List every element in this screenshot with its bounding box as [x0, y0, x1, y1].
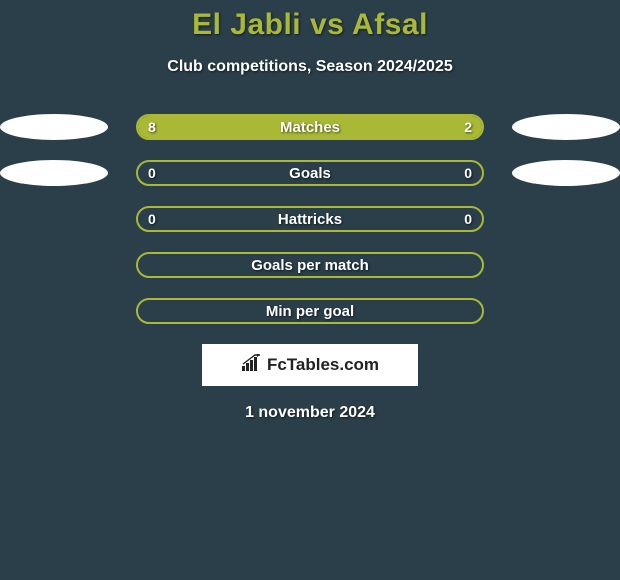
page-title: El Jabli vs Afsal: [0, 8, 620, 42]
brand-text: FcTables.com: [267, 355, 379, 375]
brand-chart-icon: [241, 354, 263, 377]
spacer: [0, 206, 108, 232]
stat-row: Min per goal: [0, 298, 620, 324]
player-right-marker: [512, 160, 620, 186]
stat-bar: 00Goals: [136, 160, 484, 186]
stat-row: 00Goals: [0, 160, 620, 186]
stat-label: Hattricks: [138, 208, 482, 230]
player-left-marker: [0, 160, 108, 186]
spacer: [0, 298, 108, 324]
stat-row: 82Matches: [0, 114, 620, 140]
comparison-card: El Jabli vs Afsal Club competitions, Sea…: [0, 0, 620, 422]
subtitle: Club competitions, Season 2024/2025: [0, 58, 620, 76]
stat-label: Goals: [138, 162, 482, 184]
spacer: [0, 252, 108, 278]
stat-rows: 82Matches 00Goals 00Hattricks Goals per mat…: [0, 114, 620, 324]
player-left-marker: [0, 114, 108, 140]
brand-badge: FcTables.com: [202, 344, 418, 386]
stat-bar: 82Matches: [136, 114, 484, 140]
stat-row: 00Hattricks: [0, 206, 620, 232]
spacer: [512, 206, 620, 232]
date-label: 1 november 2024: [0, 404, 620, 422]
stat-row: Goals per match: [0, 252, 620, 278]
stat-label: Matches: [138, 116, 482, 138]
stat-label: Goals per match: [138, 254, 482, 276]
spacer: [512, 298, 620, 324]
stat-label: Min per goal: [138, 300, 482, 322]
stat-bar: 00Hattricks: [136, 206, 484, 232]
spacer: [512, 252, 620, 278]
stat-bar: Min per goal: [136, 298, 484, 324]
player-right-marker: [512, 114, 620, 140]
stat-bar: Goals per match: [136, 252, 484, 278]
